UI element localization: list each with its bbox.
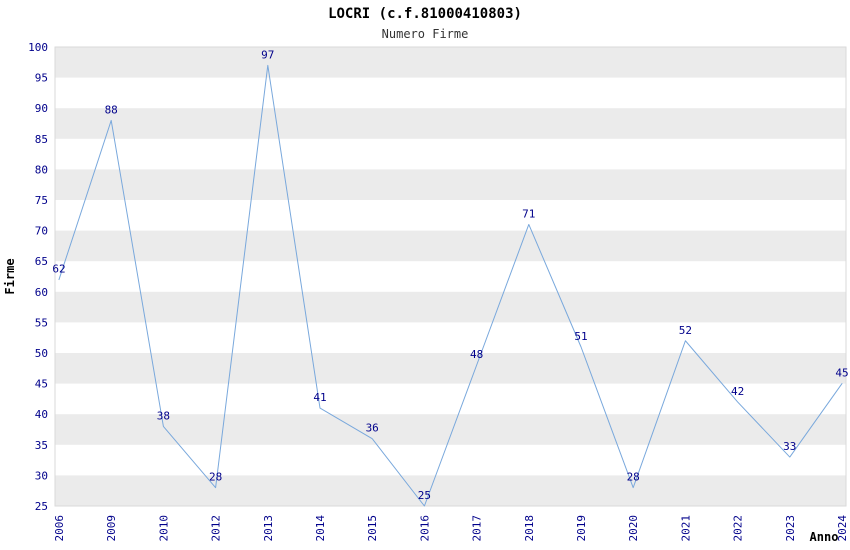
y-tick-label: 95 [35,72,48,85]
chart-subtitle: Numero Firme [381,27,469,41]
x-tick-label: 2021 [679,515,692,542]
x-axis-title: Anno [810,530,839,544]
x-tick-label: 2012 [210,515,223,542]
x-tick-label: 2010 [157,515,170,542]
data-label: 88 [105,103,118,116]
plot-band [55,230,846,262]
plot-border [54,46,847,507]
data-label: 52 [679,324,692,337]
x-tick-label: 2016 [418,515,431,542]
y-tick-label: 75 [35,194,48,207]
plot-band [55,47,846,78]
plot-band [55,291,846,323]
y-tick-label: 70 [35,225,48,238]
data-label: 33 [783,440,796,453]
y-tick-label: 50 [35,347,48,360]
y-tick-label: 35 [35,439,48,452]
y-tick-label: 65 [35,255,48,268]
data-label: 51 [574,330,587,343]
data-label: 38 [157,409,170,422]
data-label: 41 [313,391,326,404]
x-tick-label: 2018 [523,515,536,542]
y-tick-label: 55 [35,316,48,329]
plot-band [55,475,846,506]
x-tick-label: 2015 [366,515,379,542]
y-axis-title: Firme [3,258,17,294]
y-tick-label: 60 [35,286,48,299]
x-tick-label: 2020 [627,515,640,542]
chart-title: LOCRI (c.f.81000410803) [328,6,522,22]
x-tick-label: 2014 [314,515,327,542]
y-tick-label: 45 [35,378,48,391]
data-label: 48 [470,348,483,361]
x-tick-label: 2009 [105,515,118,542]
x-tick-label: 2013 [262,515,275,542]
plot-band [55,169,846,200]
x-tick-label: 2006 [53,515,66,542]
x-tick-label: 2022 [732,515,745,542]
x-tick-label: 2017 [471,515,484,542]
data-label: 25 [418,489,431,502]
plot-band [55,414,846,445]
y-tick-label: 25 [35,500,48,513]
data-label: 28 [209,471,222,484]
x-tick-label: 2024 [836,515,849,542]
y-tick-label: 40 [35,408,48,421]
plot-band [55,353,846,384]
data-label: 71 [522,207,535,220]
data-label: 36 [366,422,379,435]
series-line [58,64,843,507]
data-label: 62 [52,263,65,276]
y-tick-label: 80 [35,163,48,176]
data-label: 45 [835,367,848,380]
y-tick-label: 85 [35,133,48,146]
plot-band [55,108,846,139]
y-tick-label: 100 [28,41,48,54]
data-label: 42 [731,385,744,398]
y-tick-label: 90 [35,102,48,115]
x-tick-label: 2023 [784,515,797,542]
data-label: 28 [627,471,640,484]
y-tick-label: 30 [35,469,48,482]
data-label: 97 [261,48,274,61]
x-tick-label: 2019 [575,515,588,542]
